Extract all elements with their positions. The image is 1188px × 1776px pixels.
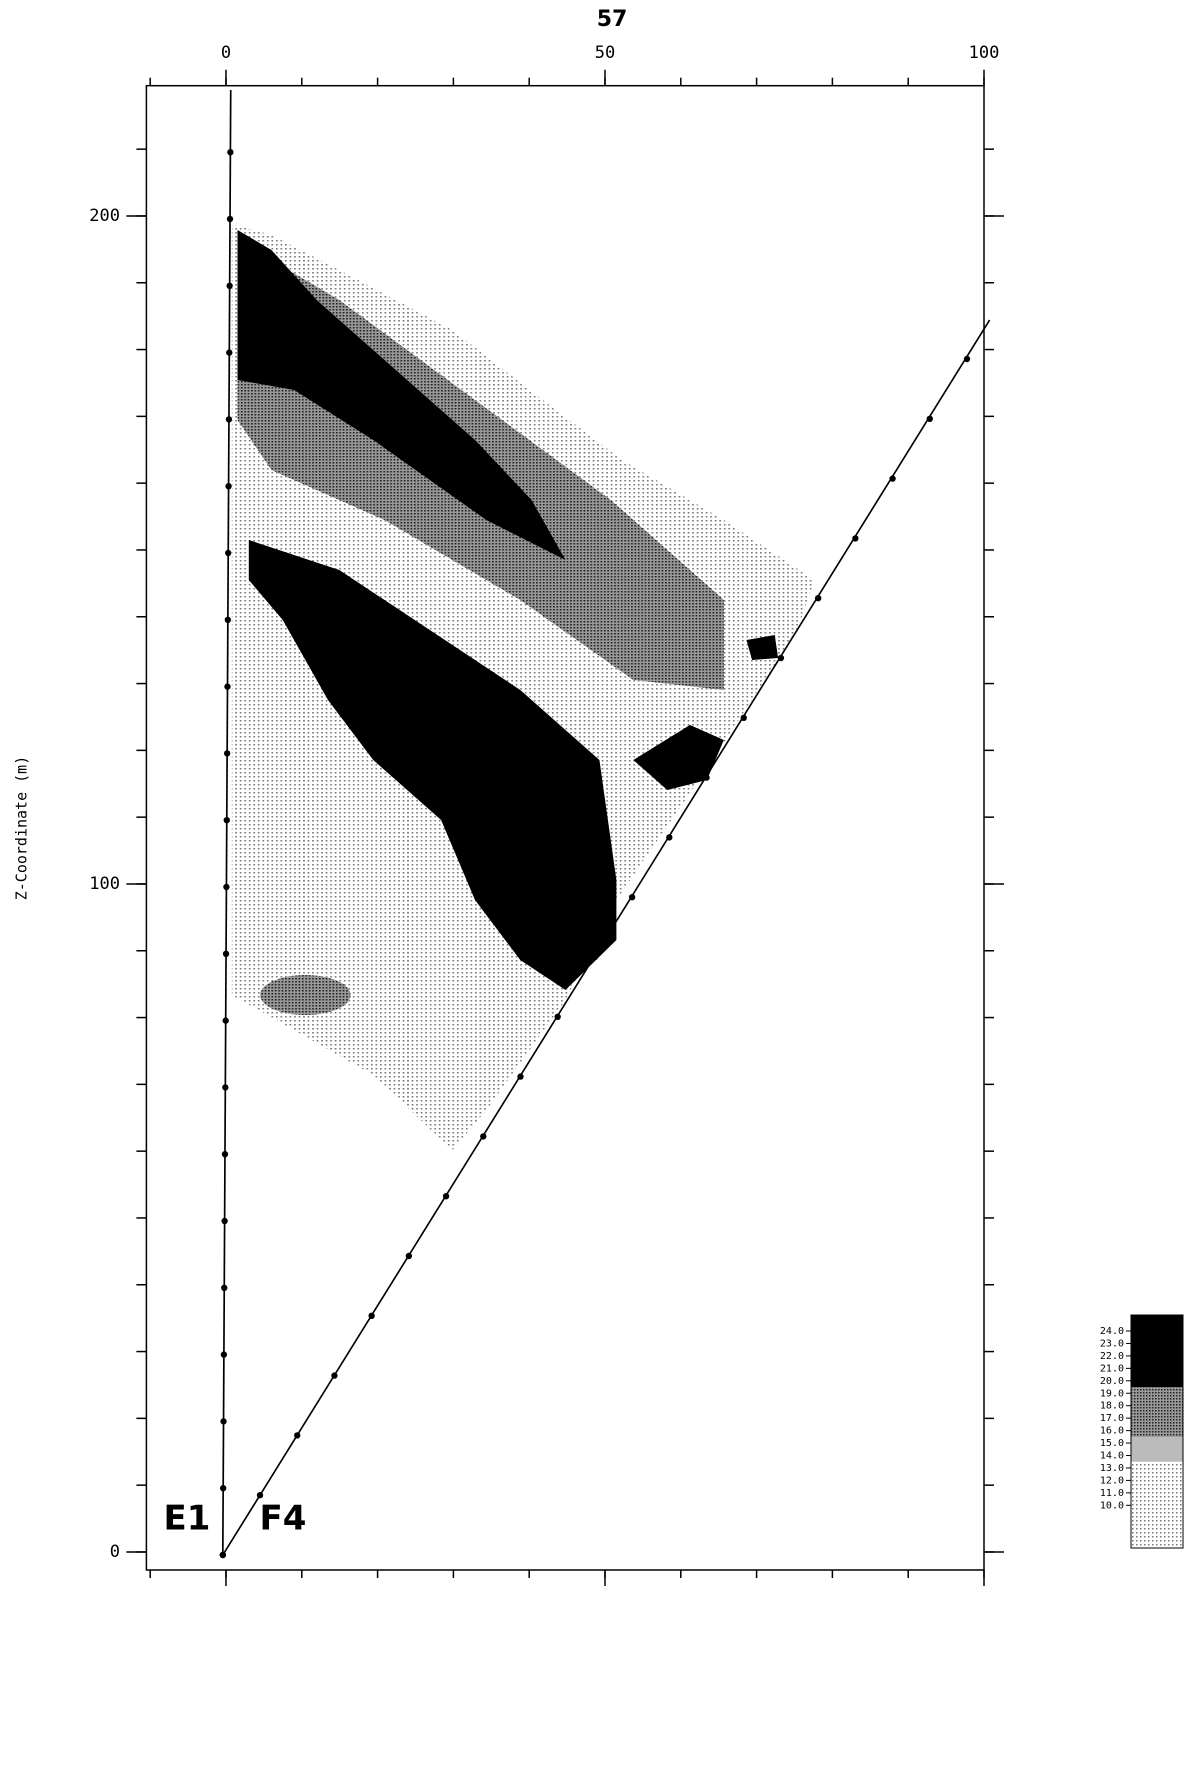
colorbar-band (1131, 1424, 1183, 1438)
x-tick-label: 50 (595, 43, 615, 63)
sensor (405, 1252, 413, 1260)
sensor (224, 683, 231, 690)
sensor (226, 215, 234, 223)
sensor (222, 950, 230, 957)
sensor (224, 616, 232, 623)
colorbar-frame (1130, 1314, 1184, 1549)
colorbar-label: 12.0 (1100, 1475, 1124, 1486)
colorbar-label: 10.0 (1100, 1500, 1124, 1511)
sensor (223, 750, 231, 757)
colorbar-label: 21.0 (1100, 1363, 1124, 1374)
annotation: F4 (260, 1499, 307, 1539)
y-axis-label: Z-Coordinate (m) (13, 756, 31, 901)
sensor (926, 415, 933, 422)
sensor (221, 1217, 228, 1225)
sensor (591, 953, 599, 961)
colorbar-band (1131, 1449, 1183, 1463)
sensor (225, 416, 233, 423)
colorbar-band (1131, 1461, 1183, 1475)
y-tick-label: 0 (110, 1542, 120, 1562)
sensor (223, 883, 230, 891)
colorbar-band (1131, 1324, 1183, 1338)
chart-title: 57 (597, 7, 628, 32)
sensor (256, 1492, 264, 1499)
sensor (220, 1485, 227, 1492)
sensor (666, 834, 673, 841)
colorbar-band (1131, 1436, 1183, 1450)
colorbar-band (1131, 1474, 1183, 1488)
sensor (331, 1372, 338, 1379)
sensor (220, 1418, 227, 1425)
sensor (219, 1551, 226, 1559)
colorbar-foot (1131, 1511, 1183, 1548)
colorbar-band (1131, 1362, 1183, 1376)
sensor (222, 1084, 229, 1091)
sensor (223, 817, 230, 824)
sensor (554, 1013, 561, 1020)
sensor (220, 1351, 228, 1358)
sensor (368, 1312, 375, 1320)
sensor (221, 1284, 228, 1292)
colorbar-band (1131, 1399, 1183, 1413)
plot-frame (145, 84, 985, 1571)
colorbar-label: 15.0 (1100, 1438, 1124, 1449)
sensor (294, 1432, 301, 1439)
colorbar-label: 18.0 (1100, 1401, 1124, 1412)
sensor (889, 475, 896, 482)
colorbar-band (1131, 1499, 1183, 1513)
high-velocity-zone (248, 540, 617, 990)
high-velocity-zone (237, 230, 566, 560)
colorbar-label: 13.0 (1100, 1463, 1124, 1474)
sensor (222, 1017, 229, 1024)
sensor (480, 1133, 487, 1140)
x-tick-label: 0 (221, 43, 231, 63)
borehole-f4 (222, 319, 991, 1556)
x-tick-label: 100 (969, 43, 1000, 63)
colorbar-label: 11.0 (1100, 1488, 1124, 1499)
sensor (852, 535, 859, 542)
tomogram (219, 89, 991, 1559)
sensor (777, 654, 785, 662)
colorbar-label: 20.0 (1100, 1376, 1124, 1387)
sensor (703, 774, 710, 781)
high-velocity-zone (260, 975, 351, 1015)
sensor (225, 549, 232, 557)
colorbar-band (1131, 1387, 1183, 1400)
colorbar-label: 17.0 (1100, 1413, 1124, 1424)
high-velocity-zone (633, 725, 724, 790)
sensor (442, 1193, 450, 1200)
annotation: E1 (164, 1499, 211, 1539)
colorbar-label: 19.0 (1100, 1388, 1124, 1399)
sensor (963, 355, 971, 363)
colorbar-band (1131, 1411, 1183, 1425)
sensor (225, 483, 232, 490)
colorbar-band (1131, 1486, 1183, 1500)
sensor (221, 1151, 229, 1158)
sensor (226, 282, 233, 289)
colorbar-label: 24.0 (1100, 1326, 1124, 1337)
sensor (814, 595, 822, 602)
sensor (517, 1073, 524, 1080)
y-tick-label: 100 (89, 874, 120, 894)
sensor (227, 149, 234, 156)
colorbar-band (1131, 1374, 1183, 1388)
colorbar-label: 14.0 (1100, 1451, 1124, 1462)
colorbar-band (1131, 1337, 1183, 1351)
colorbar-band (1131, 1349, 1183, 1363)
sensor (226, 349, 233, 356)
sensor (628, 894, 636, 901)
colorbar-label: 16.0 (1100, 1426, 1124, 1437)
colorbar-label: 22.0 (1100, 1351, 1124, 1362)
high-velocity-zone (746, 635, 779, 660)
sensor (740, 714, 747, 721)
y-tick-label: 200 (89, 206, 120, 226)
colorbar-label: 23.0 (1100, 1338, 1124, 1349)
